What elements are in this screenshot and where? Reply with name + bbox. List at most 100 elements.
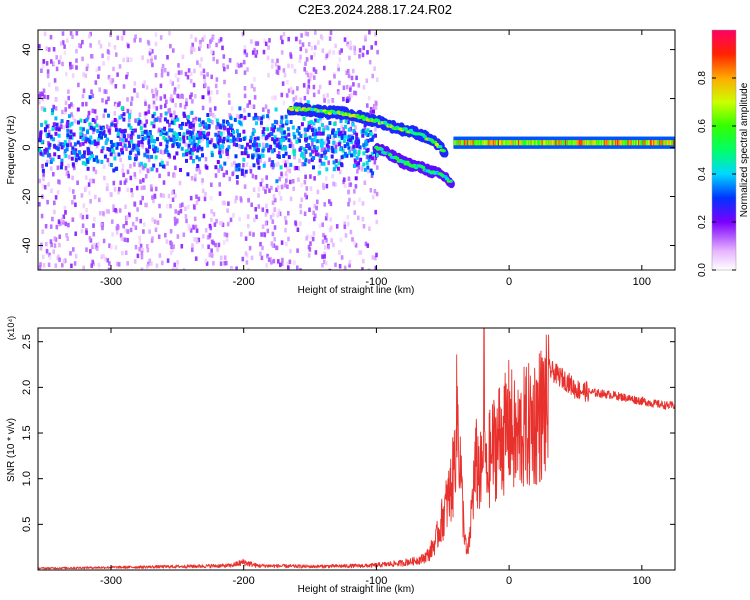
spectrogram-cell <box>210 239 214 245</box>
spectrogram-cell <box>367 158 371 162</box>
spectrogram-cell <box>167 137 171 142</box>
spectrogram-cell <box>316 189 320 195</box>
spectrogram-cell <box>241 117 245 122</box>
spectrogram-cell <box>254 50 258 55</box>
spectrogram-cell <box>303 147 306 151</box>
spectrogram-cell <box>126 97 129 102</box>
spectrogram-cell <box>171 98 174 103</box>
spectrogram-cell <box>371 194 375 200</box>
spectrogram-cell <box>243 93 247 99</box>
spectrogram-cell <box>340 133 344 138</box>
spectrogram-cell <box>187 135 191 140</box>
spectrogram-cell <box>353 90 356 96</box>
spectrogram-cell <box>122 140 126 145</box>
spectrogram-cell <box>182 232 186 237</box>
spectrogram-cell <box>565 140 568 146</box>
spectrogram-cell <box>161 260 164 266</box>
spectrogram-cell <box>230 162 234 167</box>
spectrogram-cell <box>154 155 158 160</box>
spectrogram-cell <box>538 140 541 146</box>
spectrogram-cell <box>367 96 371 101</box>
spectrogram-cell <box>184 206 187 211</box>
spectrogram-cell <box>321 123 324 128</box>
spectrogram-cell <box>326 93 329 98</box>
spectrogram-cell <box>185 101 188 107</box>
spectrogram-cell <box>284 227 287 233</box>
spectrogram-cell <box>186 119 190 124</box>
spectrogram-cell <box>71 146 75 151</box>
spectrogram-cell <box>222 240 226 245</box>
spectrogram-cell <box>261 178 264 183</box>
spectrogram-cell <box>226 122 230 127</box>
spectrogram-cell <box>127 43 130 49</box>
spectrogram-cell <box>167 193 171 199</box>
spectrogram-cell <box>125 146 128 152</box>
spectrogram-cell <box>114 208 117 213</box>
spectrogram-cell <box>139 37 142 43</box>
spectrogram-cell <box>81 127 85 132</box>
spectrogram-cell <box>268 188 271 193</box>
spectrogram-cell <box>357 149 361 154</box>
spectrogram-cell <box>232 135 236 140</box>
spectrogram-cell <box>39 91 42 97</box>
spectrogram-cell <box>154 32 158 37</box>
spectrogram-cell <box>179 208 183 214</box>
spectrogram-cell <box>191 99 194 104</box>
spectrogram-cell <box>108 147 112 152</box>
spectrogram-cell <box>171 197 175 202</box>
spectrogram-cell <box>641 140 644 146</box>
spectrogram-cell <box>374 255 377 261</box>
spectrogram-cell <box>353 158 357 163</box>
spectrogram-cell <box>632 140 635 146</box>
spectrogram-cell <box>306 72 310 78</box>
spectrogram-cell <box>289 120 293 124</box>
spectrogram-cell <box>114 104 118 109</box>
spectrogram-cell <box>344 233 348 238</box>
spectrogram-cell <box>287 132 291 137</box>
spectrogram-cell <box>108 77 112 83</box>
spectrogram-cell <box>189 195 193 201</box>
spectrogram-cell <box>495 140 498 146</box>
spectrogram-cell <box>189 155 193 160</box>
spectrogram-cell <box>41 183 45 189</box>
spectrogram-cell <box>317 89 321 95</box>
spectrogram-cell <box>300 122 304 127</box>
spectrogram-cell <box>163 67 167 73</box>
spectrogram-cell <box>250 83 254 89</box>
spectrogram-cell <box>106 49 110 54</box>
spectrogram-cell <box>257 155 261 159</box>
spectrogram-cell <box>282 158 285 164</box>
spectrogram-cell <box>115 119 119 124</box>
spectrogram-cell <box>257 116 260 121</box>
spectrogram-cell <box>287 155 291 160</box>
spectrogram-cell <box>287 211 290 216</box>
spectrogram-cell <box>193 68 196 74</box>
spectrogram-cell <box>126 237 129 243</box>
spectrogram-cell <box>147 157 151 163</box>
spectrogram-cell <box>46 69 50 74</box>
spectrogram-cell <box>202 130 206 135</box>
spectrogram-cell <box>51 216 54 222</box>
spectrogram-cell <box>56 165 60 170</box>
spectrogram-cell <box>337 161 341 166</box>
spectrogram-cell <box>79 118 83 123</box>
spectrogram-cell <box>343 265 347 270</box>
spectrogram-cell <box>280 131 284 136</box>
spectrogram-cell <box>243 86 247 91</box>
spectrogram-cell <box>324 156 328 160</box>
spectrogram-cell <box>131 221 135 227</box>
spectrogram-cell <box>73 142 77 147</box>
spectrogram-cell <box>190 110 194 115</box>
spectrogram-cell <box>280 261 284 266</box>
spectrogram-cell <box>112 204 115 209</box>
spectrogram-cell <box>363 125 367 131</box>
spectrogram-cell <box>343 183 347 188</box>
spectrogram-cell <box>519 140 522 146</box>
spectrogram-cell <box>73 165 76 171</box>
spectrogram-cell <box>192 204 196 209</box>
spectrogram-cell <box>104 141 108 145</box>
spectrogram-cell <box>72 149 75 154</box>
spectrogram-cell <box>161 150 165 155</box>
spectrogram-cell <box>278 176 281 182</box>
spectrogram-cell <box>348 197 351 203</box>
